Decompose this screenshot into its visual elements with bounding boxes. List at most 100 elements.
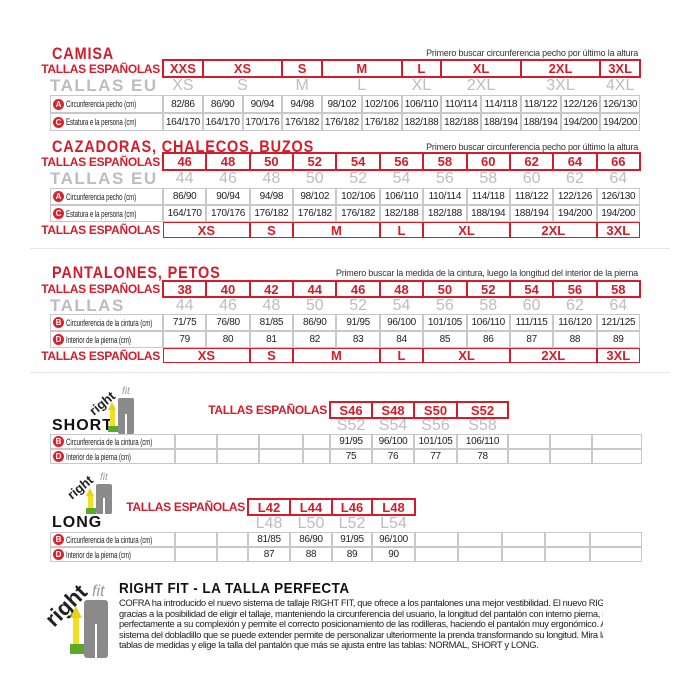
measurement-value bbox=[259, 449, 303, 464]
measurement-value: 182/188 bbox=[423, 205, 467, 222]
eu-size-cell: 52 bbox=[349, 296, 368, 314]
spanish-sizes-bottom-label: TALLAS ESPAÑOLAS bbox=[41, 223, 160, 237]
spanish-sizes-label: TALLAS ESPAÑOLAS bbox=[41, 61, 160, 76]
measurement-value: 176/182 bbox=[293, 205, 337, 222]
camisa-section-title: CAMISA bbox=[52, 44, 115, 63]
measurement-value bbox=[590, 532, 642, 547]
measurement-value bbox=[303, 434, 330, 449]
measurement-value: 182/188 bbox=[441, 113, 481, 131]
measurement-value: 110/114 bbox=[441, 95, 481, 113]
measurement-value: 91/95 bbox=[336, 314, 380, 331]
eu-size-cell: 56 bbox=[435, 170, 454, 187]
measurement-value: 87 bbox=[509, 331, 554, 348]
measurement-value bbox=[217, 532, 248, 547]
letter-size-cell: S bbox=[249, 348, 294, 363]
eu-size-cell: 58 bbox=[479, 296, 498, 314]
eu-size-cell: L50 bbox=[297, 514, 325, 532]
short-title: SHORT bbox=[52, 417, 113, 434]
measurement-value bbox=[415, 547, 458, 562]
measurement-value: 182/188 bbox=[379, 205, 424, 222]
measurement-label: B Circunferencia de la cintura (cm) bbox=[50, 532, 175, 547]
measurement-value: 176/182 bbox=[322, 113, 362, 131]
measurement-label: A Circunferencia pecho (cm) bbox=[50, 188, 163, 205]
measurement-value: 176/182 bbox=[336, 205, 380, 222]
measurement-label-text: Circunferencia de la cintura (cm) bbox=[66, 436, 153, 447]
letter-size-cell: 3XL bbox=[596, 348, 640, 363]
measurement-value: 94/98 bbox=[282, 95, 322, 113]
measurement-value bbox=[592, 449, 642, 464]
measurement-value: 89 bbox=[332, 547, 372, 562]
eu-sizes-label: TALLAS EU bbox=[50, 76, 158, 95]
eu-size-cell: L54 bbox=[380, 514, 407, 532]
measurement-value: 101/105 bbox=[423, 314, 467, 331]
measurement-value: 77 bbox=[414, 449, 457, 464]
measurement-value: 194/200 bbox=[560, 113, 601, 131]
measurement-value bbox=[545, 532, 590, 547]
measure-b-icon: B bbox=[53, 534, 64, 545]
measurement-label: B Circunferencia de la cintura (cm) bbox=[50, 434, 175, 449]
measurement-value: 98/102 bbox=[322, 95, 362, 113]
letter-size-cell: M bbox=[293, 222, 380, 238]
right-fit-description: COFRA ha introducido el nuevo sistema de… bbox=[119, 598, 603, 651]
description-line: tablas de medidas y elige la talla del p… bbox=[119, 640, 539, 651]
measurement-value: 102/106 bbox=[336, 188, 380, 205]
measurement-value bbox=[590, 547, 642, 562]
measurement-value: 110/114 bbox=[423, 188, 467, 205]
measurement-value: 106/110 bbox=[379, 188, 424, 205]
eu-size-cell: XS bbox=[172, 77, 194, 94]
measurement-value bbox=[502, 547, 545, 562]
measurement-value: 85 bbox=[423, 331, 467, 348]
measurement-value: 122/126 bbox=[560, 95, 601, 113]
measurement-value bbox=[217, 449, 259, 464]
eu-size-cell: 46 bbox=[219, 296, 237, 314]
eu-size-cell: S58 bbox=[468, 417, 497, 434]
measurement-label-text: Interior de la pierna (cm) bbox=[66, 451, 131, 462]
measurement-value: 121/125 bbox=[596, 314, 640, 331]
measurement-value: 81/85 bbox=[248, 532, 290, 547]
spanish-sizes-label: TALLAS ESPAÑOLAS bbox=[41, 154, 160, 169]
measurement-value: 89 bbox=[596, 331, 640, 348]
measurement-value bbox=[458, 547, 502, 562]
measurement-value: 106/110 bbox=[457, 434, 508, 449]
letter-size-cell: 2XL bbox=[509, 348, 597, 363]
measurement-value: 91/95 bbox=[330, 434, 372, 449]
measurement-value: 78 bbox=[457, 449, 508, 464]
pantalones-section-title: PANTALONES, PETOS bbox=[52, 263, 221, 282]
measurement-value: 188/194 bbox=[466, 205, 510, 222]
measurement-value bbox=[303, 449, 330, 464]
eu-size-cell: 46 bbox=[219, 170, 237, 187]
svg-text:fit: fit bbox=[122, 386, 131, 397]
description-line: COFRA ha introducido el nuevo sistema de… bbox=[119, 598, 603, 608]
description-line: sistema del dobladillo que se puede exte… bbox=[119, 629, 603, 640]
measurement-value: 164/170 bbox=[163, 113, 203, 131]
cazadoras-instruction-note: Primero buscar circunferencia pecho por … bbox=[426, 142, 638, 152]
measurement-value: 194/200 bbox=[553, 205, 597, 222]
measurement-value bbox=[175, 434, 217, 449]
divider bbox=[30, 372, 670, 373]
rightfit-logo-large: right fit bbox=[44, 579, 108, 658]
measurement-label-text: Estatura e la persona (cm) bbox=[66, 117, 137, 127]
eu-size-cell: 50 bbox=[305, 296, 324, 314]
measurement-label-text: Interior de la pierna (cm) bbox=[66, 334, 131, 345]
eu-size-cell: XL bbox=[411, 77, 432, 94]
eu-size-cell: 54 bbox=[392, 296, 411, 314]
measurement-value: 86/90 bbox=[290, 532, 332, 547]
measurement-value: 194/200 bbox=[600, 113, 640, 131]
measurement-value bbox=[217, 547, 248, 562]
description-line: gracias a la posibilidad de eligir el ta… bbox=[119, 608, 603, 619]
measurement-label: C Estatura e la persona (cm) bbox=[50, 205, 163, 222]
measurement-value: 90 bbox=[372, 547, 415, 562]
eu-size-cell: L bbox=[357, 77, 367, 94]
measurement-value: 164/170 bbox=[163, 205, 207, 222]
measurement-value: 83 bbox=[336, 331, 380, 348]
eu-size-cell: 60 bbox=[522, 170, 541, 187]
eu-size-cell: 60 bbox=[522, 296, 541, 314]
measurement-value: 106/110 bbox=[466, 314, 510, 331]
eu-sizes-label: TALLAS EU bbox=[50, 169, 158, 188]
letter-size-cell: L bbox=[379, 222, 424, 238]
rightfit-logo-long: right fit bbox=[66, 472, 112, 514]
eu-size-cell: 56 bbox=[435, 296, 454, 314]
camisa-instruction-note: Primero buscar circunferencia pecho por … bbox=[426, 48, 638, 58]
svg-text:fit: fit bbox=[92, 583, 105, 600]
divider bbox=[30, 248, 670, 249]
